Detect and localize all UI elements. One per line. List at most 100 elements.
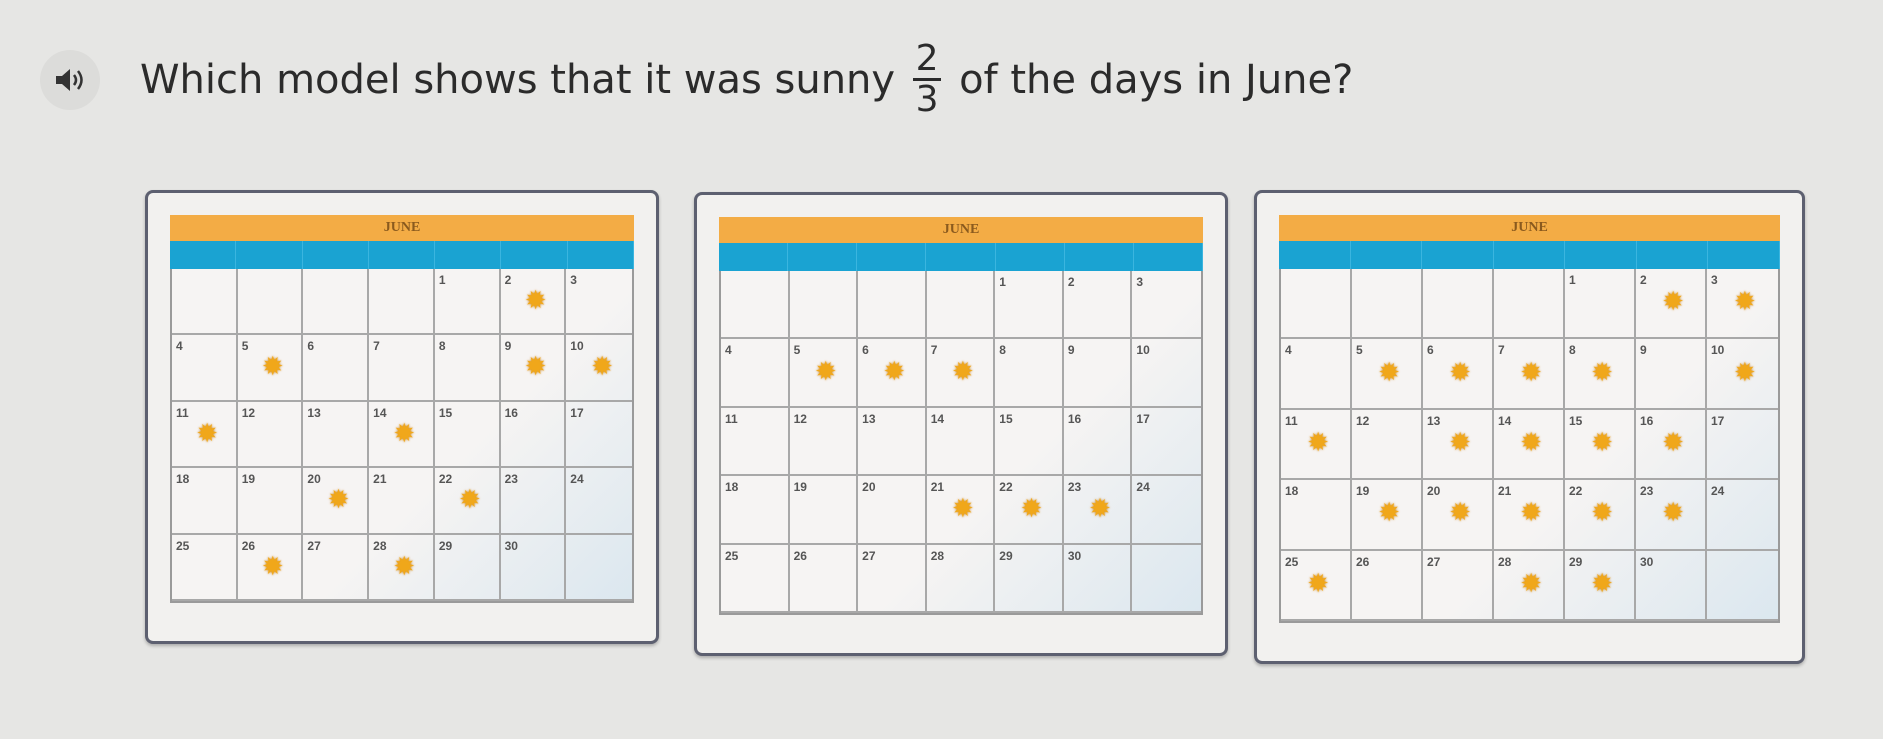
weekday-cell [857,243,927,271]
day-number: 20 [1427,484,1441,499]
day-cell: 18 [172,468,238,535]
day-cell: 1 [1565,269,1636,340]
weekday-cell [1279,241,1351,269]
day-number: 24 [570,472,584,487]
day-number: 23 [1640,484,1654,499]
day-number: 22 [999,480,1013,495]
day-cell: 3 [1132,271,1201,340]
day-number: 13 [1427,413,1441,428]
sun-icon: ✹ [1520,356,1543,387]
sun-icon: ✹ [1591,497,1614,528]
day-number: 19 [793,480,807,495]
day-cell: 13 [858,407,927,477]
day-number: 21 [930,480,945,495]
answer-option-3[interactable]: JUNE 1 2 ✹ 3 ✹ 4 5 ✹ 6 ✹ 7 ✹ 8 ✹ 9 10 ✹ 11 ✹ 12 13 ✹ 14 ✹ 15 ✹ 16 ✹ 1… [1254,190,1805,664]
day-cell: 1 [995,271,1064,340]
day-number: 17 [570,405,584,420]
denominator: 3 [915,79,939,120]
day-number: 4 [725,343,732,358]
sun-icon: ✹ [1591,567,1614,598]
sun-icon: ✹ [1591,426,1614,457]
day-cell: 15 [434,401,501,469]
day-number: 28 [1498,554,1512,569]
day-number: 4 [1285,343,1292,358]
day-cell [1352,269,1423,340]
day-cell: 28 ✹ [369,534,435,601]
day-cell: 26 ✹ [237,534,304,601]
weekday-cell [501,241,568,269]
day-cell: 4 [172,335,238,402]
day-cell: 1 [434,269,501,336]
weekday-cell [926,243,996,271]
sun-icon: ✹ [1307,567,1330,598]
day-cell: 9 [1063,339,1133,408]
sun-icon: ✹ [196,417,218,448]
day-number: 27 [862,548,876,563]
sun-icon: ✹ [952,355,974,386]
day-number: 18 [1285,484,1299,499]
day-number: 5 [793,343,801,358]
answer-option-1[interactable]: JUNE 1 2 ✹ 3 4 5 ✹ 6 7 8 9 ✹ 10 ✹ 11 ✹ 12 13 14 ✹ 15 16 17 18 19 2… [145,190,659,644]
day-number: 26 [241,538,256,553]
weekday-header [719,243,1203,271]
day-number: 22 [438,472,453,487]
calendar-grid: 1 2 ✹ 3 ✹ 4 5 ✹ 6 ✹ 7 ✹ 8 ✹ 9 10 ✹ 11 ✹ 12 13 ✹ 14 ✹ 15 ✹ 16 ✹ 17 18 1… [1279,269,1780,623]
weekday-cell [996,243,1065,271]
day-number: 3 [1711,273,1718,287]
sun-icon: ✹ [1733,286,1756,317]
day-number: 14 [373,405,387,420]
day-cell: 12 [1352,409,1423,481]
day-cell: 22 ✹ [995,476,1064,545]
day-cell: 20 ✹ [1423,480,1494,551]
question-text-before: Which model shows that it was sunny [140,56,896,103]
day-cell: 30 [500,534,567,601]
day-number: 15 [1569,413,1583,428]
day-cell: 23 ✹ [1636,480,1707,551]
day-number: 4 [176,339,183,354]
day-number: 29 [438,538,453,553]
day-cell [1707,551,1778,621]
calendar-month: JUNE [170,215,634,241]
day-number: 13 [307,405,321,420]
sun-icon: ✹ [393,417,416,448]
day-number: 13 [862,411,876,426]
day-cell: 19 [237,468,304,535]
day-number: 12 [1356,413,1370,428]
sun-icon: ✹ [1378,356,1401,387]
day-number: 23 [504,472,518,487]
weekday-cell [1708,241,1780,269]
day-cell: 16 [500,401,567,469]
sun-icon: ✹ [1520,497,1543,528]
day-number: 1 [999,275,1006,289]
day-cell [566,535,632,601]
day-number: 10 [570,339,584,354]
speaker-icon[interactable] [40,49,100,110]
calendar: JUNE 1 2 ✹ 3 4 5 ✹ 6 7 8 9 ✹ 10 ✹ 11 ✹ 12 13 14 ✹ 15 16 17 18 19 2… [170,215,634,603]
sun-icon: ✹ [524,285,547,316]
day-cell: 17 [1707,410,1778,481]
weekday-cell [236,241,303,269]
calendar-grid: 1 2 3 4 5 ✹ 6 ✹ 7 ✹ 8 9 10 11 12 13 14 15 16 17 18 19 20 21 ✹ 22 ✹… [719,271,1203,615]
day-cell: 30 [1063,544,1133,613]
day-number: 26 [793,548,807,563]
question: Which model shows that it was sunny 2 3 … [40,40,1353,119]
sun-icon: ✹ [1449,426,1472,457]
day-cell: 22 ✹ [1565,480,1636,551]
day-cell: 11 ✹ [1281,409,1352,481]
day-cell: 8 [995,339,1064,408]
day-number: 6 [307,339,315,354]
day-cell [1494,269,1565,340]
weekday-cell [1351,241,1423,269]
sun-icon: ✹ [591,351,614,382]
day-cell: 19 [789,476,859,545]
day-number: 8 [999,343,1006,358]
day-cell: 17 [1132,408,1201,477]
day-cell: 5 ✹ [237,335,304,402]
day-number: 6 [1427,343,1434,358]
day-number: 18 [176,472,190,487]
day-cell: 21 ✹ [926,476,996,545]
day-cell: 21 [369,468,435,535]
answer-option-2[interactable]: JUNE 1 2 3 4 5 ✹ 6 ✹ 7 ✹ 8 9 10 11 12 13 14 15 16 17 18 19 20 21… [694,192,1228,656]
day-number: 28 [373,538,387,553]
day-number: 25 [1285,554,1299,569]
